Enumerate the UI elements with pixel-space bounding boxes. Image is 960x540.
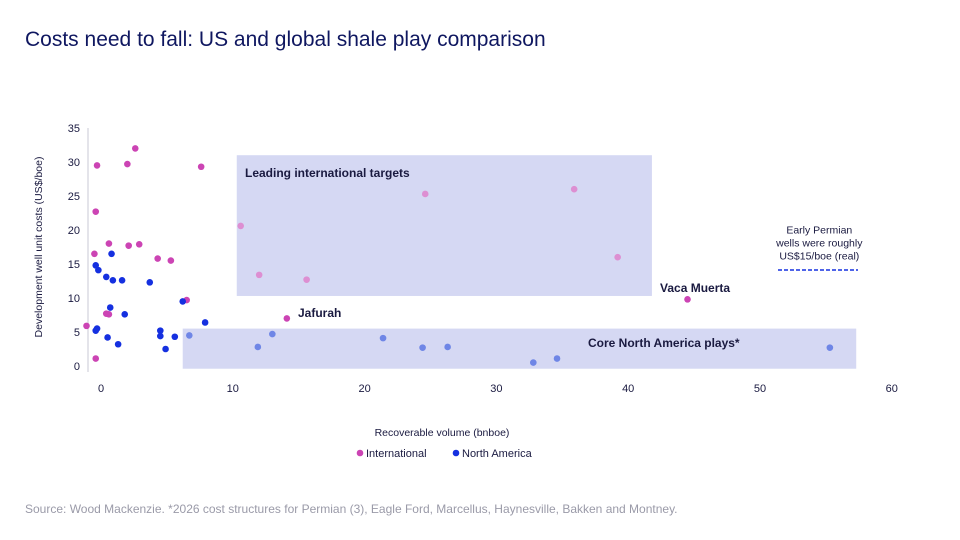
annotation-jafurah: Jafurah xyxy=(298,306,341,320)
region-0 xyxy=(236,155,652,296)
x-tick-label: 20 xyxy=(358,383,370,395)
annotations: Leading international targets Core North … xyxy=(245,166,863,350)
point-international xyxy=(135,240,143,248)
point-international-light- xyxy=(570,185,578,193)
point-north-america-light- xyxy=(419,344,426,351)
point-international xyxy=(167,257,175,264)
point-north-america-light- xyxy=(530,359,537,366)
point-north-america xyxy=(114,340,122,348)
y-axis-label: Development well unit costs (US$/boe) xyxy=(33,157,45,338)
point-north-america xyxy=(106,304,114,311)
annotation-permian-line: Early Permian xyxy=(786,224,852,236)
point-international xyxy=(105,311,113,318)
point-north-america xyxy=(118,277,126,284)
point-north-america-light- xyxy=(553,355,561,362)
point-north-america xyxy=(157,327,164,334)
chart-title: Costs need to fall: US and global shale … xyxy=(25,28,546,51)
point-north-america xyxy=(121,311,129,318)
x-tick-label: 10 xyxy=(227,383,239,395)
point-north-america xyxy=(171,333,179,341)
point-north-america-light- xyxy=(269,330,276,338)
highlight-regions xyxy=(182,155,857,369)
point-international-light- xyxy=(421,190,429,198)
scatter-chart: 0 5 10 15 20 25 30 35 0 10 20 30 40 50 60 Development… xyxy=(33,123,898,460)
x-tick-label: 30 xyxy=(490,383,502,395)
x-tick-label: 0 xyxy=(98,383,104,395)
point-north-america xyxy=(162,345,169,353)
point-international xyxy=(154,255,161,262)
point-north-america-light- xyxy=(444,343,451,351)
point-international-light- xyxy=(255,271,263,279)
point-international xyxy=(93,162,101,169)
point-international-light- xyxy=(614,253,621,261)
point-north-america-light- xyxy=(186,332,193,339)
point-international xyxy=(124,160,131,168)
y-tick-label: 0 xyxy=(74,361,80,373)
point-north-america xyxy=(109,277,117,284)
x-tick-label: 60 xyxy=(886,383,898,395)
y-tick-label: 5 xyxy=(74,327,80,339)
point-north-america xyxy=(92,327,100,334)
point-international xyxy=(131,145,139,152)
y-tick-label: 35 xyxy=(68,123,80,135)
point-north-america xyxy=(108,250,115,258)
y-tick-label: 15 xyxy=(68,259,80,271)
annotation-permian-line: US$15/boe (real) xyxy=(779,250,859,262)
y-tick-labels: 0 5 10 15 20 25 30 35 xyxy=(68,123,80,373)
point-north-america xyxy=(146,279,154,286)
annotation-core-north-america-plays: Core North America plays* xyxy=(588,336,740,350)
legend: International North America xyxy=(356,448,533,460)
legend-marker xyxy=(356,449,364,457)
point-international xyxy=(283,315,291,322)
point-international-light- xyxy=(237,222,245,230)
point-international xyxy=(125,242,132,249)
x-tick-label: 50 xyxy=(754,383,766,395)
annotation-permian-line: wells were roughly xyxy=(775,237,863,249)
point-north-america xyxy=(104,334,111,341)
point-international xyxy=(92,355,100,362)
point-north-america xyxy=(179,298,187,305)
point-north-america xyxy=(95,266,102,274)
y-tick-label: 25 xyxy=(68,191,80,203)
source-note: Source: Wood Mackenzie. *2026 cost struc… xyxy=(25,502,678,516)
region-1 xyxy=(182,328,857,369)
point-international-light- xyxy=(303,276,310,283)
x-axis-label: Recoverable volume (bnboe) xyxy=(375,427,510,439)
x-tick-labels: 0 10 20 30 40 50 60 xyxy=(98,383,898,395)
y-tick-label: 10 xyxy=(68,293,80,305)
point-international xyxy=(92,208,100,215)
data-points xyxy=(83,145,834,366)
legend-label: North America xyxy=(462,448,533,460)
y-tick-label: 20 xyxy=(68,225,80,237)
point-international xyxy=(197,163,205,171)
point-international xyxy=(105,240,113,247)
point-north-america xyxy=(201,319,209,326)
point-international xyxy=(83,322,90,330)
point-north-america xyxy=(102,273,110,281)
annotation-leading-international-targets: Leading international targets xyxy=(245,166,410,180)
point-international xyxy=(91,250,98,258)
y-tick-label: 30 xyxy=(68,157,80,169)
legend-marker xyxy=(452,449,460,457)
point-international xyxy=(684,296,691,303)
x-tick-label: 40 xyxy=(622,383,634,395)
point-north-america xyxy=(157,332,164,340)
annotation-vaca-muerta: Vaca Muerta xyxy=(660,281,730,295)
point-north-america-light- xyxy=(379,334,387,342)
point-north-america-light- xyxy=(826,344,834,351)
legend-label: International xyxy=(366,448,427,460)
point-north-america-light- xyxy=(254,343,262,351)
